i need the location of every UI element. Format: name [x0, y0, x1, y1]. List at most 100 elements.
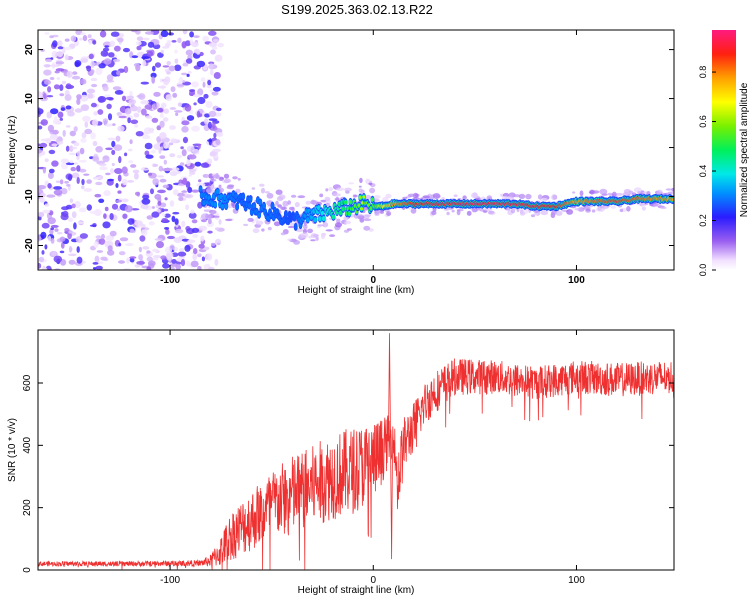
noise-cell: [177, 37, 182, 44]
noise-cell: [207, 79, 212, 86]
noise-cell: [141, 134, 151, 140]
halo-cell: [275, 189, 283, 195]
noise-cell: [109, 230, 117, 237]
noise-cell: [171, 40, 177, 43]
noise-cell: [145, 154, 154, 159]
ridge-core-cell: [262, 204, 266, 208]
halo-cell: [348, 182, 355, 185]
noise-cell: [191, 125, 200, 132]
noise-cell: [74, 61, 80, 68]
noise-cell: [45, 58, 53, 63]
noise-cell: [78, 207, 87, 213]
noise-cell: [200, 235, 205, 242]
noise-cell: [118, 33, 124, 38]
colorbar-tick-label: 0.8: [698, 66, 708, 79]
noise-cell: [193, 94, 201, 98]
ridge-core-cell: [339, 211, 343, 215]
noise-cell: [162, 65, 170, 68]
noise-cell: [61, 80, 67, 85]
noise-cell: [185, 204, 190, 211]
halo-cell: [251, 187, 256, 190]
noise-cell: [102, 221, 111, 229]
noise-cell: [86, 88, 96, 94]
colorbar: 0.0 0.2 0.4 0.6 0.8 Normalized spectral ampl…: [698, 30, 750, 276]
noise-cell: [79, 37, 83, 41]
noise-cell: [184, 104, 192, 112]
ridge-core-cell: [207, 196, 211, 200]
noise-cell: [181, 126, 189, 133]
noise-cell: [79, 147, 85, 155]
noise-cell: [189, 171, 196, 176]
noise-cell: [182, 80, 186, 83]
noise-cell: [110, 31, 120, 37]
noise-cell: [141, 198, 151, 205]
ridge-core-cell: [252, 204, 256, 208]
x-tick-label: 100: [568, 575, 585, 586]
noise-cell: [175, 263, 181, 270]
noise-cell: [59, 179, 64, 185]
noise-cell: [144, 142, 153, 150]
noise-cell: [105, 213, 110, 221]
halo-cell: [365, 214, 372, 217]
noise-cell: [94, 193, 102, 198]
noise-cell: [80, 104, 90, 111]
noise-cell: [177, 251, 187, 257]
halo-cell: [322, 222, 329, 228]
noise-cell: [203, 93, 209, 99]
spectrogram-y-ticks: 20 10 0 -10 -20: [24, 44, 674, 253]
noise-cell: [124, 152, 128, 157]
noise-cell: [152, 103, 158, 110]
noise-cell: [142, 59, 147, 67]
noise-cell: [105, 172, 111, 176]
noise-cell: [169, 244, 175, 250]
noise-cell: [162, 184, 169, 189]
noise-cell: [57, 111, 64, 119]
noise-cell: [53, 84, 60, 90]
noise-cell: [164, 227, 170, 230]
noise-cell: [89, 224, 97, 227]
noise-cell: [65, 83, 72, 90]
noise-cell: [159, 78, 164, 83]
noise-cell: [167, 235, 175, 240]
noise-cell: [146, 50, 154, 57]
noise-cell: [147, 41, 155, 48]
noise-cell: [68, 259, 76, 265]
noise-cell: [181, 72, 188, 76]
noise-cell: [159, 178, 167, 183]
noise-cell: [73, 142, 80, 147]
halo-cell: [201, 219, 207, 223]
noise-cell: [38, 108, 44, 115]
noise-cell: [208, 266, 215, 270]
noise-cell: [189, 31, 195, 38]
noise-cell: [38, 211, 45, 218]
noise-cell: [184, 194, 194, 199]
noise-cell: [129, 228, 135, 233]
colorbar-tick-label: 0.0: [698, 264, 708, 277]
noise-cell: [182, 30, 188, 35]
noise-cell: [71, 203, 76, 209]
halo-cell: [466, 210, 472, 216]
noise-cell: [159, 155, 166, 160]
noise-cell: [180, 146, 184, 150]
noise-cell: [172, 211, 180, 215]
halo-cell: [360, 189, 365, 195]
noise-cell: [128, 148, 133, 152]
noise-cell: [160, 255, 167, 260]
halo-cell: [541, 212, 549, 215]
halo-cell: [579, 190, 584, 197]
noise-cell: [102, 155, 110, 163]
noise-cell: [170, 138, 177, 143]
noise-cell: [140, 81, 149, 85]
noise-cell: [148, 172, 152, 176]
noise-cell: [42, 167, 47, 174]
noise-cell: [41, 267, 48, 270]
noise-cell: [202, 35, 209, 42]
noise-cell: [142, 37, 150, 41]
noise-cell: [187, 71, 192, 74]
noise-cell: [156, 125, 162, 131]
noise-cell: [123, 47, 130, 53]
noise-cell: [152, 163, 159, 167]
noise-cell: [65, 162, 75, 166]
y-tick-label: 20: [24, 44, 35, 56]
noise-cell: [174, 218, 179, 226]
